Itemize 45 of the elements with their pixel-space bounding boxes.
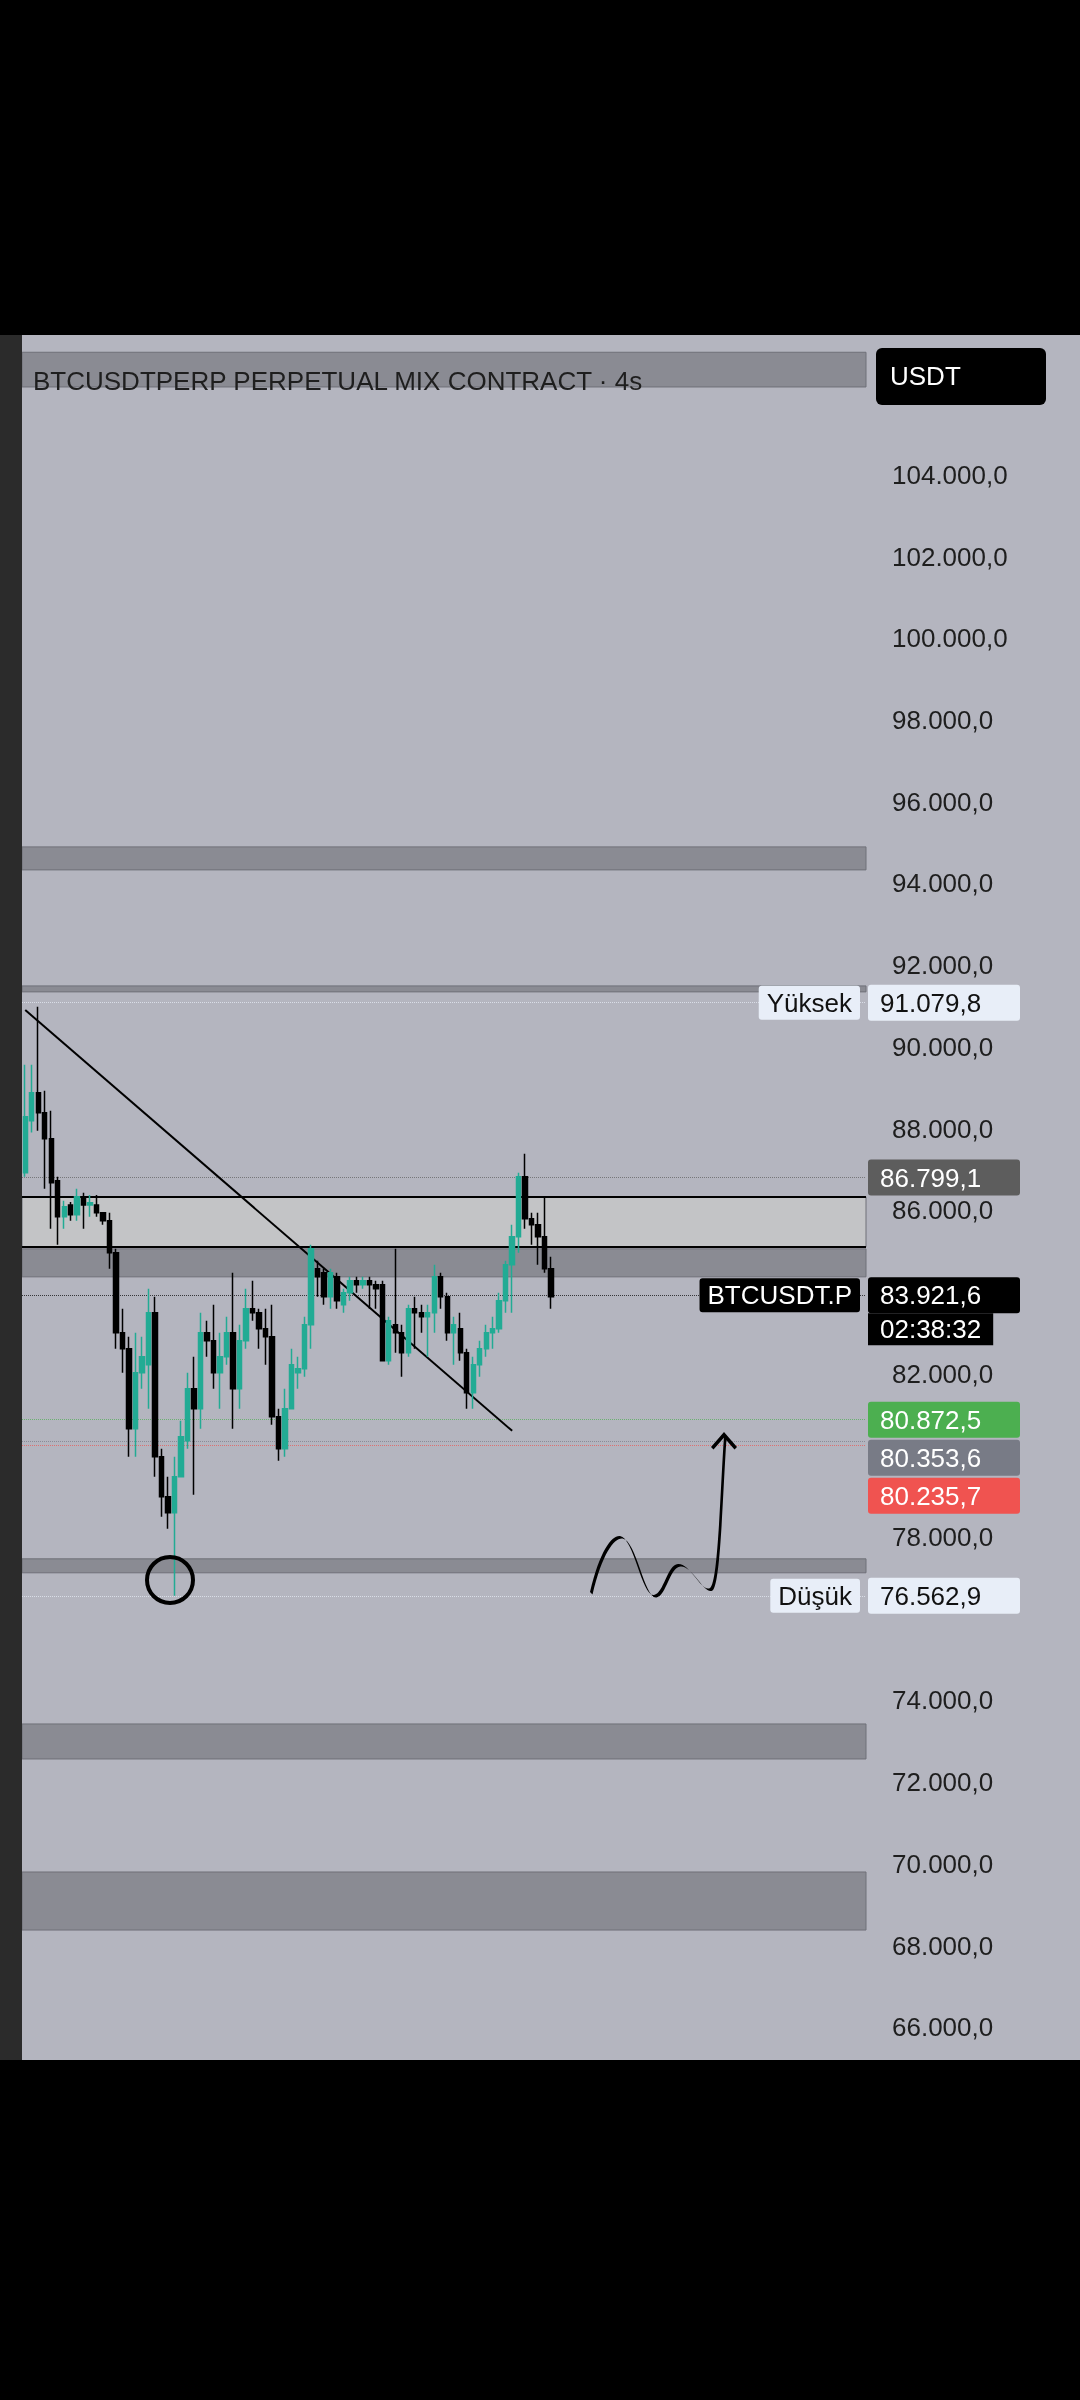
y-tick-label: 92.000,0: [892, 950, 994, 981]
annotation: Yüksek: [766, 987, 853, 1018]
annotation: Düşük: [778, 1580, 853, 1611]
candlestick: [190, 1356, 198, 1496]
y-tick-label: 94.000,0: [892, 868, 994, 899]
y-tick-label: 68.000,0: [892, 1930, 994, 1961]
ref-line-label: 91.079,8: [880, 987, 982, 1018]
ref-line-label: 80.235,7: [880, 1480, 982, 1511]
y-axis-title: USDT: [890, 361, 961, 391]
annotation: BTCUSDT.P: [707, 1280, 852, 1311]
candlestick: [73, 1188, 81, 1222]
candlestick: [353, 1276, 360, 1294]
y-tick-label: 82.000,0: [892, 1358, 994, 1389]
y-tick-label: 100.000,0: [892, 623, 1008, 654]
candlestick: [67, 1201, 74, 1222]
candlestick: [197, 1312, 204, 1430]
y-tick-label: 88.000,0: [892, 1113, 994, 1144]
ref-line-label: 83.921,6: [880, 1280, 982, 1311]
ref-line-label: 76.562,9: [880, 1580, 982, 1611]
candlestick: [450, 1316, 457, 1366]
y-tick-label: 78.000,0: [892, 1522, 994, 1553]
candlestick: [424, 1304, 431, 1358]
text: BTCUSDTPERP PERPETUAL MIX CONTRACT · 4s: [33, 366, 643, 396]
y-tick-label: 90.000,0: [892, 1031, 994, 1062]
candlestick: [86, 1194, 94, 1218]
candlestick: [61, 1200, 68, 1230]
ref-line-label: 86.799,1: [880, 1162, 982, 1193]
candlestick: [405, 1304, 412, 1358]
y-tick-label: 74.000,0: [892, 1685, 994, 1716]
y-tick-label: 70.000,0: [892, 1848, 994, 1879]
y-tick-label: 102.000,0: [892, 541, 1008, 572]
y-tick-label: 96.000,0: [892, 786, 994, 817]
y-tick-label: 66.000,0: [892, 2012, 994, 2043]
ref-line-label: 80.872,5: [880, 1404, 982, 1435]
candlestick: [359, 1276, 367, 1290]
candlestick: [385, 1316, 392, 1366]
candlestick: [327, 1268, 334, 1310]
text: 02:38:32: [880, 1314, 982, 1345]
y-tick-label: 72.000,0: [892, 1767, 994, 1798]
y-tick-label: 98.000,0: [892, 704, 994, 735]
y-tick-label: 104.000,0: [892, 459, 1008, 490]
candlestick: [431, 1264, 438, 1334]
y-tick-label: 86.000,0: [892, 1195, 994, 1226]
ref-line-label: 80.353,6: [880, 1442, 982, 1473]
candlestick: [418, 1304, 425, 1334]
